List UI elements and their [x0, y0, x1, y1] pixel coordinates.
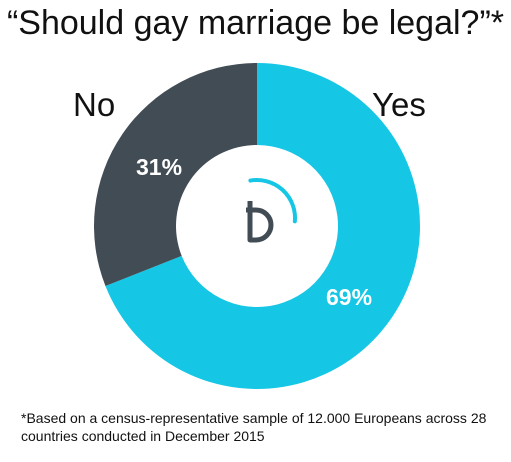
footnote: *Based on a census-representative sample… [21, 410, 487, 444]
d-logo-icon [246, 178, 297, 243]
data-label-no: 31% [136, 154, 183, 180]
slice-no [94, 63, 257, 287]
legend-label-yes: Yes [372, 86, 426, 123]
legend-label-no: No [73, 86, 116, 123]
data-label-yes: 69% [326, 284, 373, 310]
page-title: “Should gay marriage be legal?”* [6, 4, 505, 42]
slice-yes [105, 63, 421, 389]
